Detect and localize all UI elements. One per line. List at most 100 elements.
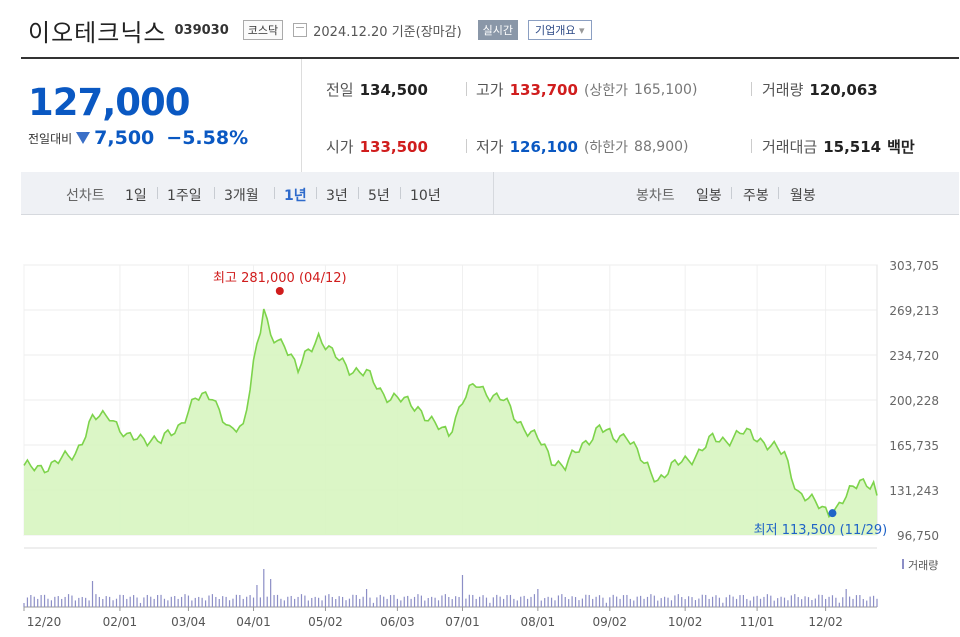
volume-bar <box>657 600 659 607</box>
tab-1w[interactable]: 1주일 <box>167 188 202 204</box>
min-label: 최저 113,500 (11/29) <box>754 523 888 538</box>
volume-bar <box>91 581 94 607</box>
min-point <box>828 509 837 518</box>
tab-5y[interactable]: 5년 <box>368 188 390 204</box>
tab-1y[interactable]: 1년 <box>284 188 307 204</box>
volume-bar <box>595 596 597 607</box>
volume-bar <box>526 598 529 607</box>
trade-amount: 거래대금 15,514 백만 <box>762 136 915 157</box>
volume-bar <box>304 595 306 607</box>
change-percent: −5.58% <box>166 127 249 149</box>
volume-bar <box>773 600 775 607</box>
volume-bar <box>153 598 155 607</box>
volume-value: 120,063 <box>809 80 878 99</box>
volume-bar <box>660 598 662 607</box>
volume-bar <box>437 600 440 607</box>
tab-monthly[interactable]: 월봉 <box>790 188 816 204</box>
volume-bar <box>249 595 251 607</box>
upper-limit-value: 165,100) <box>634 81 698 98</box>
volume-bar <box>687 596 690 607</box>
volume-bar <box>537 589 539 607</box>
volume-bar <box>109 596 111 607</box>
volume-bar <box>256 585 258 607</box>
y-tick-label: 269,213 <box>889 304 939 318</box>
y-tick-label: 131,243 <box>889 484 939 498</box>
volume-bar <box>335 599 337 607</box>
volume-bar <box>352 594 354 607</box>
volume-bar <box>139 602 142 607</box>
volume-bar <box>482 595 484 607</box>
volume-bar <box>424 600 426 607</box>
volume-bar <box>681 597 683 607</box>
volume-bar <box>845 589 847 607</box>
corp-info-dropdown[interactable]: 기업개요 <box>528 20 592 40</box>
calendar-icon <box>293 23 308 37</box>
tab-daily[interactable]: 일봉 <box>696 188 722 204</box>
volume-bar <box>434 597 436 607</box>
volume-bar <box>636 596 638 607</box>
volume-bar <box>365 589 368 607</box>
tab-10y[interactable]: 10년 <box>410 188 441 204</box>
volume-bar <box>71 595 73 607</box>
volume-bar <box>252 597 255 607</box>
volume-bar <box>30 595 32 607</box>
realtime-button[interactable]: 실시간 <box>477 20 519 40</box>
volume-bar <box>869 596 871 607</box>
x-tick-label: 05/02 <box>308 615 343 629</box>
tab-3y[interactable]: 3년 <box>326 188 348 204</box>
volume-bar <box>629 598 631 607</box>
volume-bar <box>300 594 303 607</box>
volume-bar <box>787 600 789 607</box>
volume-bar <box>616 596 618 607</box>
volume-bar <box>509 594 512 607</box>
volume-bar <box>47 598 49 607</box>
volume-bar <box>633 600 635 607</box>
tab-3m[interactable]: 3개월 <box>224 188 259 204</box>
volume-bar <box>266 596 268 607</box>
volume-bar <box>872 595 875 607</box>
volume-bar <box>544 598 546 607</box>
volume-bar <box>283 600 285 607</box>
volume-bar <box>43 594 46 607</box>
volume-bar <box>211 594 214 607</box>
volume-bar <box>263 569 265 607</box>
upper-limit-label: (상한가 <box>583 82 629 99</box>
x-tick-label: 04/01 <box>236 615 271 629</box>
volume-bar <box>821 594 823 607</box>
x-tick-label: 11/01 <box>740 615 775 629</box>
volume-bar <box>290 595 292 607</box>
max-label: 최고 281,000 (04/12) <box>213 271 347 286</box>
x-tick-label: 12/20 <box>27 615 62 629</box>
volume-bar <box>74 600 76 607</box>
volume-bar <box>225 596 227 607</box>
volume-bar <box>318 597 320 607</box>
amount-label: 거래대금 <box>762 138 818 156</box>
volume-bar <box>598 595 601 607</box>
volume-bar <box>331 596 333 607</box>
volume-bar <box>790 595 792 607</box>
volume-bar <box>533 594 536 607</box>
volume-bar <box>204 600 207 607</box>
volume-bar <box>838 602 840 607</box>
volume-bar <box>407 595 409 607</box>
tab-1d[interactable]: 1일 <box>125 188 147 204</box>
volume-bar <box>383 596 385 607</box>
volume-bar <box>602 597 604 607</box>
volume-bar <box>468 594 470 607</box>
volume-bar <box>561 594 563 607</box>
down-arrow-icon <box>76 132 91 144</box>
volume-bar <box>698 598 700 607</box>
volume-bar <box>232 598 234 607</box>
volume-bar <box>379 594 381 607</box>
volume-bar <box>523 595 525 607</box>
volume-bar <box>67 594 70 607</box>
volume-bar <box>431 596 433 607</box>
tab-weekly[interactable]: 주봉 <box>743 188 769 204</box>
y-tick-label: 303,705 <box>889 259 939 273</box>
volume-bar <box>715 595 717 607</box>
y-tick-label: 165,735 <box>889 439 939 453</box>
volume-bar <box>609 597 611 607</box>
volume-bar <box>174 596 176 607</box>
volume-bar <box>95 594 97 607</box>
volume-bar <box>57 596 59 607</box>
